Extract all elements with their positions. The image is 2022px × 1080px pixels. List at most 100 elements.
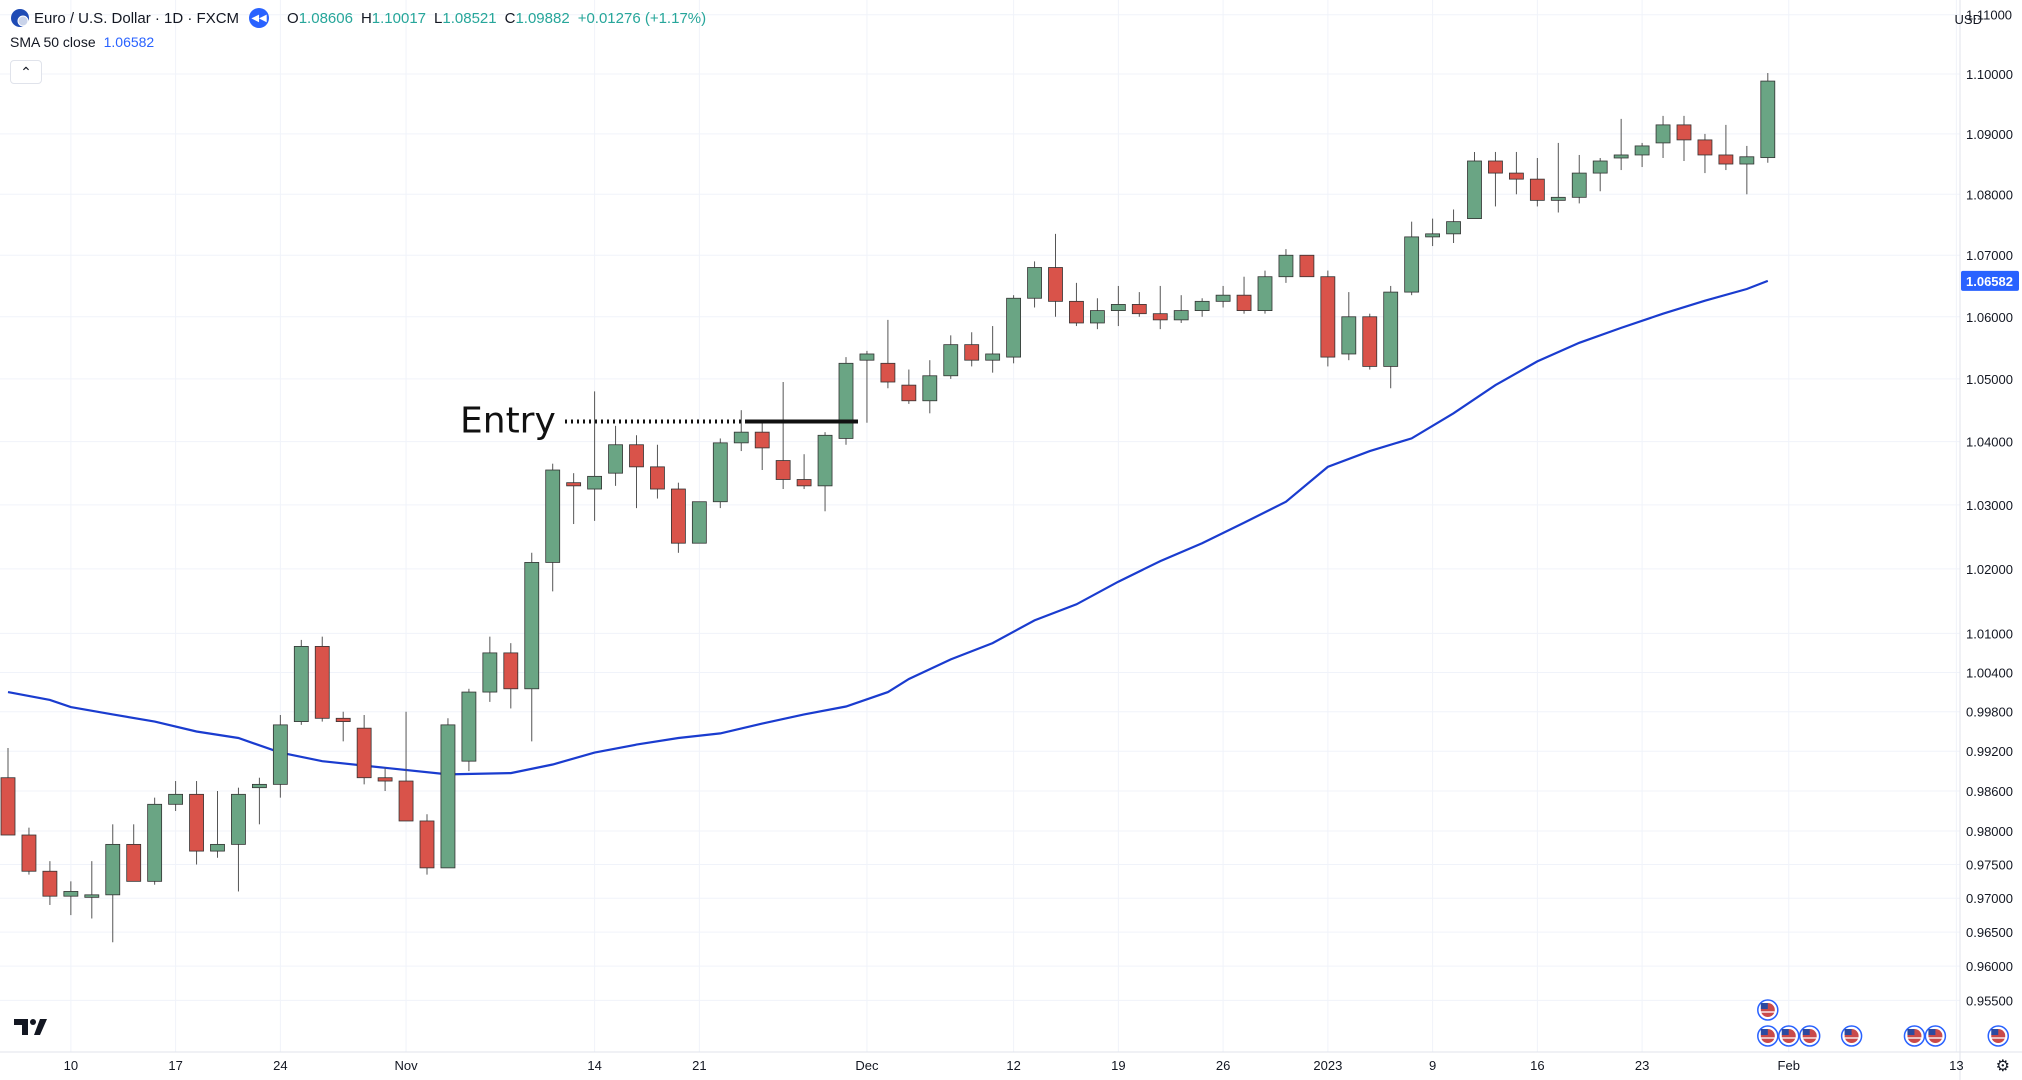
candle-body: [1550, 196, 1566, 201]
candle: [545, 463, 561, 592]
event-marker-canton: [1760, 1029, 1768, 1035]
candle-body: [1131, 304, 1147, 315]
candle-body: [775, 460, 791, 480]
chevron-up-icon: ⌃: [20, 63, 32, 80]
candle-body: [419, 820, 435, 869]
candle-body: [126, 843, 142, 882]
candle-body: [1571, 172, 1587, 198]
candle: [482, 636, 498, 702]
sma-value: 1.06582: [103, 34, 155, 50]
candle-body: [440, 724, 456, 869]
candle-body: [482, 652, 498, 693]
candle-body: [629, 444, 644, 468]
candle-body: [1739, 156, 1755, 165]
candle: [377, 767, 393, 791]
candle: [251, 777, 267, 825]
candle: [335, 711, 351, 742]
candle: [1676, 115, 1692, 161]
symbol-title[interactable]: Euro / U.S. Dollar · 1D · FXCM: [34, 9, 240, 27]
price-tick-label: 1.00400: [1966, 665, 2013, 680]
candle-body: [524, 562, 540, 690]
candle: [210, 790, 225, 858]
price-tick-label: 0.97000: [1966, 891, 2013, 906]
sma-label[interactable]: SMA 50 close: [10, 34, 96, 50]
candle-body: [1718, 154, 1734, 165]
us-flag-icon: [1924, 1025, 1947, 1047]
candle-body: [1362, 316, 1378, 367]
candle: [189, 781, 204, 865]
time-tick-label: 9: [1429, 1058, 1436, 1073]
price-axis: 1.11000 1.10000 1.09000 1.08000 1.07000 1.060…: [1959, 0, 2022, 1080]
gear-icon[interactable]: ⚙: [1995, 1058, 2010, 1075]
event-marker-canton: [1991, 1029, 1999, 1035]
candle: [901, 369, 917, 404]
candle-body: [1236, 294, 1252, 311]
us-flag-icon: [1757, 999, 1779, 1021]
candle-body: [503, 652, 519, 690]
candle-body: [1320, 276, 1336, 358]
candle-body: [1676, 124, 1692, 141]
candle-body: [1488, 160, 1503, 174]
tradingview-logo-icon[interactable]: [12, 1017, 48, 1037]
candle-body: [210, 843, 225, 852]
price-tick-label: 0.98600: [1966, 784, 2013, 799]
candle: [1131, 292, 1147, 317]
candle: [461, 688, 477, 772]
candle: [398, 711, 414, 822]
candle: [1446, 209, 1461, 244]
candle-body: [1278, 254, 1294, 278]
candle: [1320, 270, 1336, 367]
candle-body: [1215, 294, 1231, 302]
time-axis: 10 17 24 Nov 14 21 Dec 12 19 26 2023 9 16 23 Feb 13: [0, 1051, 2022, 1073]
candle: [21, 827, 37, 875]
time-tick-label: 13: [1949, 1058, 1963, 1073]
candle: [1027, 261, 1042, 308]
candle-body: [272, 724, 288, 785]
low-value: 1.08521: [442, 9, 497, 27]
candle-body: [1173, 310, 1189, 321]
event-marker-canton: [1907, 1029, 1915, 1035]
candle: [1006, 295, 1021, 364]
candle-body: [189, 793, 204, 852]
price-tick-label: 0.99800: [1966, 705, 2013, 720]
candle: [1404, 221, 1420, 296]
candle: [671, 482, 686, 553]
annotation-layer: Entry: [460, 400, 858, 441]
candle: [838, 357, 854, 445]
event-marker-canton: [1928, 1029, 1936, 1035]
event-marker-canton: [1760, 1003, 1768, 1009]
candle-body: [0, 777, 16, 836]
candle: [712, 438, 728, 509]
candle: [650, 444, 665, 499]
symbol-legend[interactable]: Euro / U.S. Dollar · 1D · FXCM ◀◀ O 1.086…: [10, 8, 706, 28]
candle: [126, 824, 142, 882]
candles-layer: [0, 73, 1776, 943]
candle-body: [42, 870, 58, 897]
candle-body: [1404, 236, 1420, 293]
candle: [231, 787, 246, 892]
candle: [1488, 151, 1503, 207]
currency-label[interactable]: USD: [1954, 12, 1982, 27]
collapse-legend-button[interactable]: ⌃: [10, 60, 42, 84]
candle-body: [1110, 304, 1126, 311]
rewind-icon[interactable]: ◀◀: [249, 8, 270, 28]
event-marker-canton: [1802, 1029, 1810, 1035]
candle: [775, 382, 791, 490]
candle-body: [231, 793, 246, 845]
candle: [733, 410, 749, 452]
sma-legend[interactable]: SMA 50 close 1.06582: [10, 34, 154, 50]
candle-body: [880, 362, 896, 383]
candle: [524, 552, 540, 742]
candle-body: [335, 717, 351, 722]
event-marker-canton: [1844, 1029, 1852, 1035]
time-tick-label: Feb: [1778, 1058, 1800, 1073]
candle: [419, 814, 435, 875]
price-tick-label: 1.08000: [1966, 187, 2013, 202]
close-value: 1.09882: [515, 9, 570, 27]
candle: [1090, 298, 1105, 330]
us-flag-icon: [1903, 1025, 1926, 1047]
candle: [1110, 285, 1126, 327]
candle: [272, 715, 288, 798]
